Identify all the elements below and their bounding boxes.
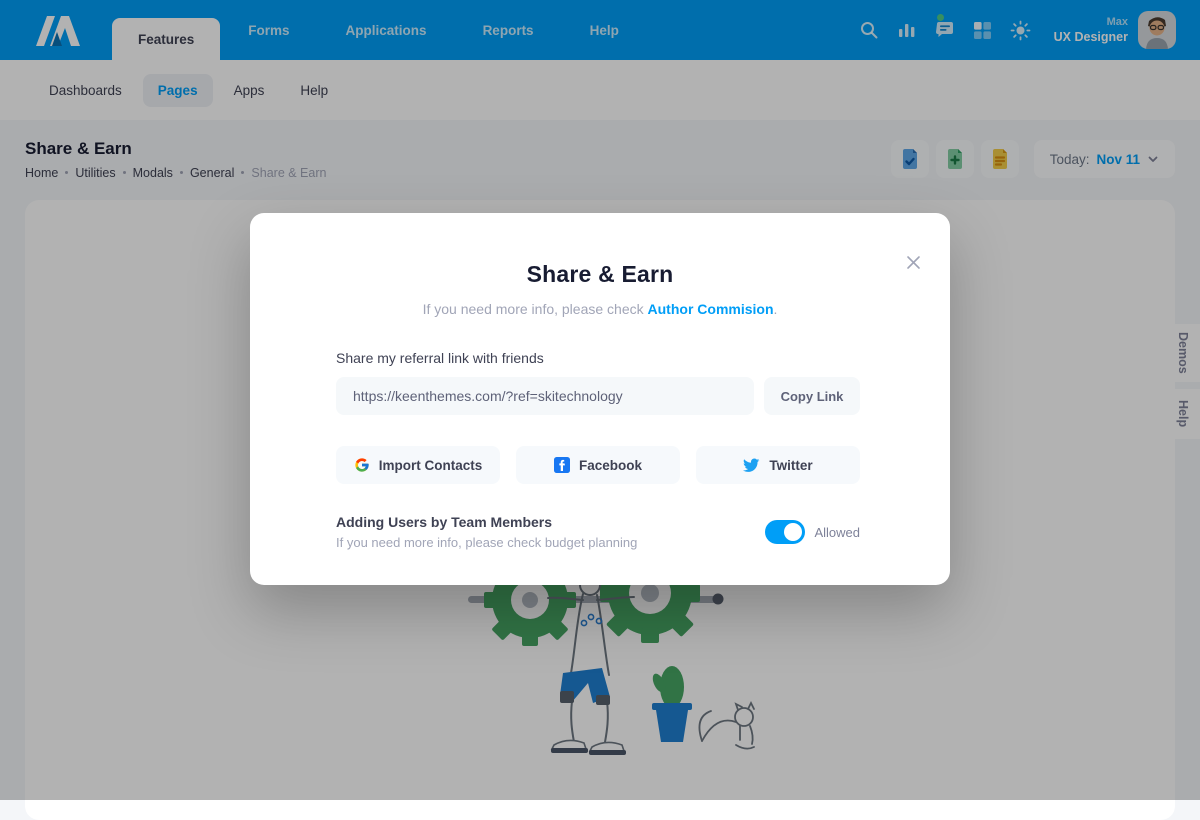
file-plus-icon xyxy=(947,149,962,169)
subtitle-period: . xyxy=(773,301,778,317)
breadcrumb: Home Utilities Modals General Share & Ea… xyxy=(25,166,326,180)
social-button-label: Twitter xyxy=(769,457,813,473)
nav-item-features[interactable]: Features xyxy=(112,18,221,60)
navbar-actions: Max UX Designer xyxy=(850,11,1176,49)
subnav-item-pages[interactable]: Pages xyxy=(142,73,213,107)
today-value: Nov 11 xyxy=(1096,151,1140,167)
today-label: Today: xyxy=(1049,151,1090,167)
team-members-row: Adding Users by Team Members If you need… xyxy=(336,514,860,550)
chat-icon[interactable] xyxy=(926,11,964,49)
close-icon[interactable] xyxy=(900,249,926,275)
author-commission-link[interactable]: Author Commision xyxy=(647,301,774,317)
modal-header: Share & Earn If you need more info, plea… xyxy=(250,213,950,317)
modal-body: Share my referral link with friends Copy… xyxy=(250,317,950,550)
referral-link-input[interactable] xyxy=(336,377,754,415)
file-lines-icon xyxy=(992,149,1007,169)
cactus xyxy=(652,666,692,742)
breadcrumb-modals[interactable]: Modals xyxy=(132,165,173,180)
notification-dot xyxy=(936,14,944,21)
social-button-label: Facebook xyxy=(578,457,643,473)
facebook-icon xyxy=(553,457,570,473)
secondary-nav: Dashboards Pages Apps Help xyxy=(0,60,1200,120)
team-text: Adding Users by Team Members If you need… xyxy=(336,514,637,550)
page-toolbar: Share & Earn Home Utilities Modals Gener… xyxy=(25,120,1175,198)
file-plus-button[interactable] xyxy=(935,140,974,178)
twitter-icon xyxy=(743,458,760,472)
toggle-knob xyxy=(784,523,803,541)
cat xyxy=(698,700,755,750)
user-name: Max xyxy=(1106,15,1128,28)
nav-item-reports[interactable]: Reports xyxy=(482,22,534,38)
file-lines-button[interactable] xyxy=(980,140,1019,178)
copy-link-button[interactable]: Copy Link xyxy=(764,377,860,415)
breadcrumb-utilities[interactable]: Utilities xyxy=(75,165,116,180)
breadcrumb-general[interactable]: General xyxy=(189,165,235,180)
edge-tab-demos[interactable]: Demos xyxy=(1166,324,1200,382)
google-icon xyxy=(355,458,369,472)
toolbar-actions: Today: Nov 11 xyxy=(890,140,1175,178)
nav-item-help[interactable]: Help xyxy=(589,22,619,38)
facebook-button[interactable]: Facebook xyxy=(516,446,680,484)
subnav-item-help[interactable]: Help xyxy=(300,82,329,98)
import-contacts-button[interactable]: Import Contacts xyxy=(336,446,500,484)
modal-subtitle: If you need more info, please check Auth… xyxy=(250,301,950,317)
nav-item-applications[interactable]: Applications xyxy=(345,22,427,38)
team-note: If you need more info, please check budg… xyxy=(336,535,638,550)
team-title: Adding Users by Team Members xyxy=(336,514,553,530)
main-menu: Features Forms Applications Reports Help xyxy=(112,0,647,60)
toggle-wrap: Allowed xyxy=(765,520,860,544)
allowed-toggle[interactable] xyxy=(765,520,806,544)
page-title: Share & Earn xyxy=(25,138,132,158)
breadcrumb-dot xyxy=(241,171,245,174)
bar-chart-icon[interactable] xyxy=(888,11,926,49)
subnav-item-apps[interactable]: Apps xyxy=(233,82,265,98)
breadcrumb-dot xyxy=(122,171,126,174)
file-check-icon xyxy=(902,149,917,169)
twitter-button[interactable]: Twitter xyxy=(696,446,860,484)
edge-tab-help[interactable]: Help xyxy=(1166,389,1200,439)
subtitle-text: If you need more info, please check xyxy=(422,301,648,317)
breadcrumb-home[interactable]: Home xyxy=(25,165,59,180)
figure xyxy=(547,574,635,743)
user-role: UX Designer xyxy=(1053,30,1128,45)
title-block: Share & Earn Home Utilities Modals Gener… xyxy=(25,139,326,180)
brand-logo-icon[interactable] xyxy=(30,8,86,52)
chevron-down-icon xyxy=(1148,156,1158,162)
date-selector-button[interactable]: Today: Nov 11 xyxy=(1033,140,1175,178)
avatar[interactable] xyxy=(1138,11,1176,49)
social-buttons-row: Import Contacts Facebook Twitter xyxy=(336,446,860,484)
share-earn-modal: Share & Earn If you need more info, plea… xyxy=(250,213,950,585)
file-check-button[interactable] xyxy=(890,140,929,178)
nav-item-forms[interactable]: Forms xyxy=(248,22,290,38)
breadcrumb-dot xyxy=(179,171,183,174)
subnav-item-dashboards[interactable]: Dashboards xyxy=(49,82,122,98)
sun-icon[interactable] xyxy=(1002,11,1040,49)
breadcrumb-dot xyxy=(65,171,69,174)
grid-icon[interactable] xyxy=(964,11,1002,49)
top-navbar: Features Forms Applications Reports Help xyxy=(0,0,1200,60)
social-button-label: Import Contacts xyxy=(378,457,483,473)
user-meta[interactable]: Max UX Designer xyxy=(1054,15,1128,46)
referral-row: Copy Link xyxy=(336,377,860,415)
search-icon[interactable] xyxy=(850,11,888,49)
referral-label: Share my referral link with friends xyxy=(336,350,544,366)
breadcrumb-current: Share & Earn xyxy=(251,165,327,180)
modal-title: Share & Earn xyxy=(526,261,674,287)
toggle-state-label: Allowed xyxy=(814,524,860,540)
